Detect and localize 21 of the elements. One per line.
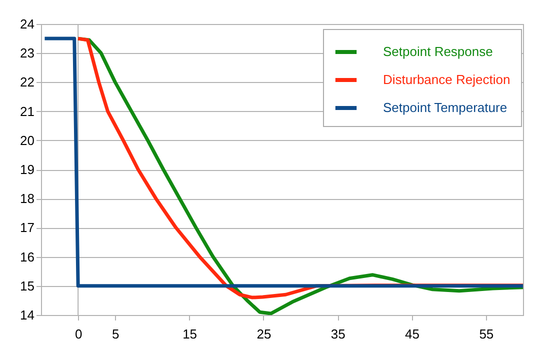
x-tick-label: 0: [74, 326, 82, 342]
y-tick-label: 23: [20, 46, 34, 61]
y-tick-label: 18: [20, 191, 34, 206]
y-tick-label: 22: [20, 74, 34, 90]
legend-label: Setpoint Temperature: [383, 100, 508, 115]
x-tick-label: 25: [256, 326, 272, 342]
x-tick-label: 35: [330, 326, 346, 342]
y-tick-label: 19: [20, 162, 34, 177]
y-tick-label: 20: [20, 132, 34, 148]
legend-label: Setpoint Response: [383, 44, 493, 59]
x-tick-label: 45: [405, 326, 420, 342]
x-tick-label: 15: [182, 326, 198, 342]
legend-label: Disturbance Rejection: [383, 72, 510, 87]
y-tick-label: 14: [20, 308, 34, 322]
y-tick-label: 15: [20, 278, 34, 294]
y-tick-label: 17: [20, 220, 34, 236]
x-tick-label: 55: [479, 326, 494, 342]
y-tick-label: 21: [20, 104, 34, 119]
y-tick-label: 24: [20, 16, 34, 32]
x-tick-label: 5: [112, 326, 120, 342]
y-tick-label: 16: [20, 249, 34, 264]
